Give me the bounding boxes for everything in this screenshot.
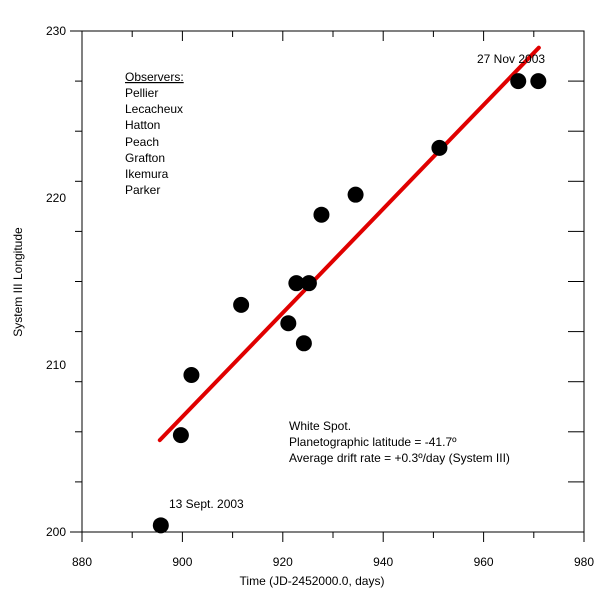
fit-line	[157, 45, 541, 443]
data-point	[280, 315, 297, 332]
spot-name: White Spot.	[289, 419, 351, 433]
data-points	[152, 73, 547, 534]
spot-info: White Spot. Planetographic latitude = -4…	[289, 419, 510, 465]
data-point	[183, 367, 200, 384]
observer-name: Hatton	[125, 118, 160, 132]
x-tick-labels: 880 900 920 940 960 980	[72, 555, 594, 569]
data-point	[300, 275, 317, 292]
data-point	[172, 427, 189, 444]
data-point	[313, 206, 330, 223]
observer-name: Peach	[125, 135, 159, 149]
y-axis-label: System III Longitude	[11, 227, 25, 337]
end-date-annotation: 27 Nov 2003	[477, 52, 545, 66]
x-tick-label: 980	[574, 555, 594, 569]
observers-heading: Observers:	[125, 70, 184, 84]
x-tick-label: 880	[72, 555, 92, 569]
y-tick-label: 230	[46, 24, 66, 38]
y-tick-label: 210	[46, 358, 66, 372]
observer-name: Ikemura	[125, 167, 169, 181]
observer-name: Lecacheux	[125, 102, 183, 116]
spot-drift-rate: Average drift rate = +0.3º/day (System I…	[289, 451, 510, 465]
observer-name: Pellier	[125, 86, 158, 100]
data-point	[288, 275, 305, 292]
data-point	[431, 139, 448, 156]
x-tick-label: 960	[474, 555, 494, 569]
axis-ticks	[70, 30, 585, 542]
data-point	[233, 296, 250, 313]
data-point	[347, 186, 364, 203]
spot-latitude: Planetographic latitude = -41.7º	[289, 435, 457, 449]
y-tick-label: 200	[46, 525, 66, 539]
x-axis-label: Time (JD-2452000.0, days)	[240, 574, 385, 588]
x-tick-label: 900	[172, 555, 192, 569]
x-tick-label: 920	[273, 555, 293, 569]
x-tick-label: 940	[373, 555, 393, 569]
data-point	[510, 73, 527, 90]
observer-name: Parker	[125, 183, 160, 197]
y-tick-label: 220	[46, 191, 66, 205]
start-date-annotation: 13 Sept. 2003	[169, 497, 244, 511]
data-point	[295, 335, 312, 352]
observers-list: Observers: Pellier Lecacheux Hatton Peac…	[125, 70, 184, 197]
observer-name: Grafton	[125, 151, 165, 165]
data-point	[152, 517, 169, 534]
data-point	[530, 73, 547, 90]
y-tick-labels: 200 210 220 230	[46, 24, 66, 539]
